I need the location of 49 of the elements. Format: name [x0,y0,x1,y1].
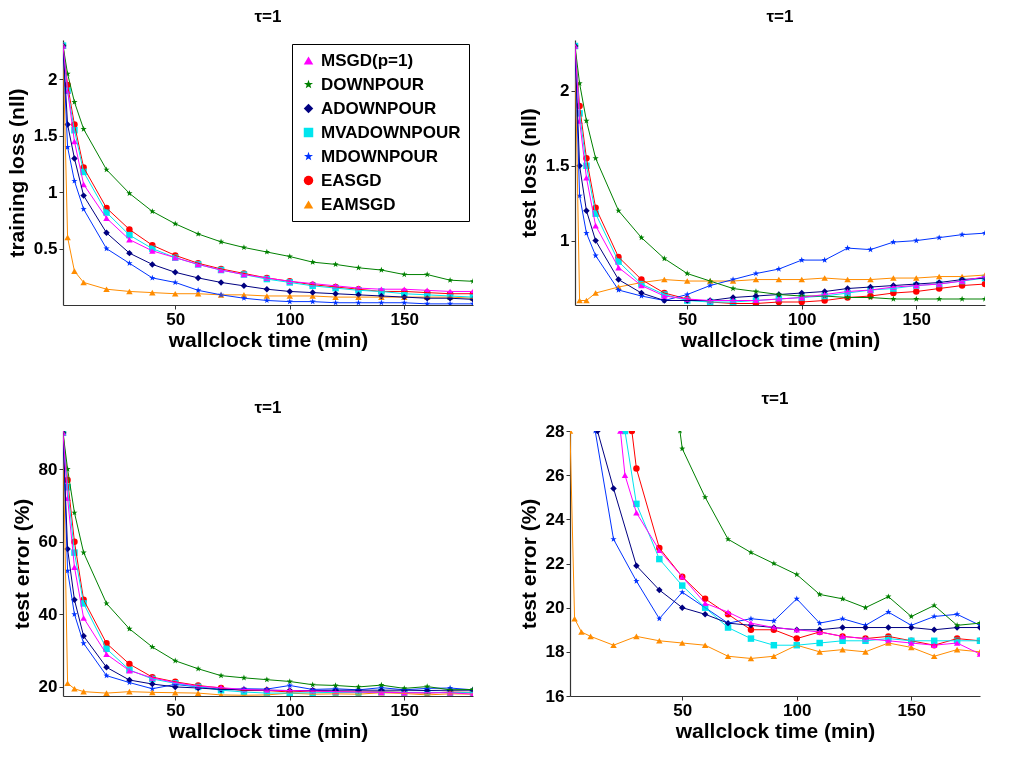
legend-label: MSGD(p=1) [321,50,414,70]
y-axis-title: test loss (nll) [516,108,540,238]
y-tick-label: 20 [545,598,565,618]
chart-title: τ=1 [254,7,282,26]
y-tick-label: 0.5 [33,239,58,259]
chart-title: τ=1 [761,389,789,408]
legend-label: DOWNPOUR [321,74,424,94]
legend-label: ADOWNPOUR [321,98,437,118]
x-axis-title: wallclock time (min) [679,327,881,351]
legend-label: EAMSGD [321,194,396,214]
x-tick-label: 150 [390,309,419,329]
x-axis-title: wallclock time (min) [674,718,876,742]
x-tick-label: 150 [897,700,926,720]
y-axis-title: training loss (nll) [4,88,28,258]
y-tick-label: 2 [560,81,570,101]
y-tick-label: 1 [48,182,58,202]
x-tick-label: 100 [788,309,817,329]
legend-label: EASGD [321,170,382,190]
legend-label: MDOWNPOUR [321,146,439,166]
x-tick-label: 100 [783,700,812,720]
y-tick-label: 18 [545,642,565,662]
y-tick-label: 26 [545,465,565,485]
y-tick-label: 20 [38,677,58,697]
y-tick-label: 22 [545,554,565,573]
x-tick-label: 50 [166,700,186,720]
y-axis-title: test error (%) [9,498,33,630]
chart-title: τ=1 [254,398,282,417]
x-tick-label: 50 [166,309,186,329]
x-tick-label: 100 [276,309,305,329]
y-axis-title: test error (%) [516,498,540,630]
x-tick-label: 150 [902,309,931,329]
x-tick-label: 50 [678,309,698,329]
y-tick-label: 24 [545,509,566,529]
x-axis-title: wallclock time (min) [167,327,369,351]
legend-label: MVADOWNPOUR [321,122,461,142]
x-tick-label: 150 [390,700,419,720]
y-tick-label: 60 [38,532,58,552]
y-tick-label: 1.5 [545,156,570,176]
x-tick-label: 50 [673,700,693,720]
y-tick-label: 2 [48,69,58,89]
y-tick-label: 1.5 [33,126,58,146]
y-tick-label: 40 [38,604,58,624]
y-tick-label: 16 [545,686,565,706]
y-tick-label: 80 [38,459,58,479]
x-tick-label: 100 [276,700,305,720]
y-tick-label: 28 [545,421,565,441]
chart-title: τ=1 [766,7,794,26]
y-tick-label: 1 [560,231,570,251]
x-axis-title: wallclock time (min) [167,718,369,742]
